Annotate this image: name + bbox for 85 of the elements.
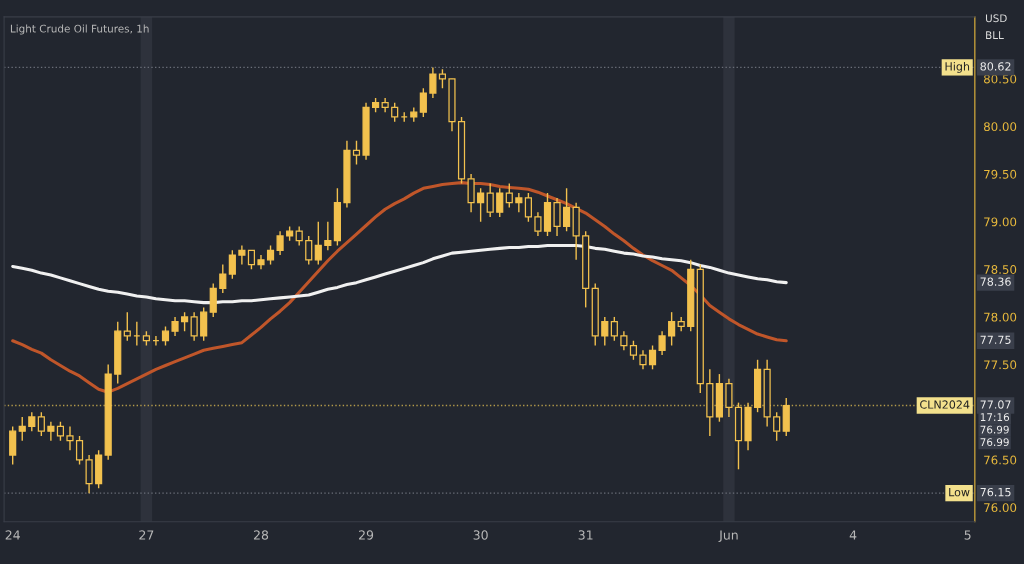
x-tick-label: 27: [139, 530, 154, 540]
candlestick: [247, 249, 256, 271]
candlestick: [238, 244, 246, 266]
candlestick: [429, 66, 437, 99]
candlestick: [190, 311, 198, 342]
candlestick: [18, 416, 26, 442]
x-tick-label: 24: [5, 530, 20, 540]
candlestick: [725, 378, 733, 418]
candlestick: [171, 316, 179, 337]
ref-line-label: Low: [949, 488, 970, 497]
x-tick-label: Jun: [718, 530, 738, 543]
ref-line-label: High: [945, 62, 970, 73]
candlestick: [601, 316, 609, 347]
y-tick-label: 76.00: [984, 503, 1017, 513]
line-series: [11, 181, 788, 394]
text: 76.99: [980, 438, 1009, 447]
candlestick: [200, 306, 208, 342]
annotation: 77.75: [980, 335, 1011, 344]
candlestick: [496, 187, 504, 218]
text: BLL: [986, 31, 1004, 39]
x-tick-label: 28: [253, 530, 269, 540]
candlestick: [419, 87, 427, 118]
candlestick: [773, 411, 781, 442]
candlestick: [295, 225, 303, 247]
y-tick-label: 79.00: [984, 217, 1017, 227]
y-tick-label: 76.50: [984, 455, 1017, 465]
candlestick: [66, 425, 74, 451]
candlestick: [228, 249, 236, 280]
y-tick-label: 79.50: [984, 169, 1017, 179]
candlestick: [668, 311, 676, 347]
line-series: [11, 243, 788, 305]
candlestick: [37, 411, 45, 437]
candlestick: [610, 316, 618, 342]
candlestick: [266, 244, 275, 266]
annotation: 76.15: [980, 487, 1011, 497]
candlestick: [553, 197, 561, 237]
candlestick: [505, 182, 513, 209]
y-tick-label: 78.00: [984, 312, 1017, 322]
y-tick-label: 80.50: [983, 74, 1017, 84]
candlestick: [314, 220, 322, 266]
annotation: 80.62: [980, 62, 1011, 71]
candlestick: [629, 340, 638, 361]
candlestick: [305, 235, 313, 266]
x-tick-label: 29: [359, 530, 374, 540]
candlestick: [563, 187, 571, 232]
candlestick: [515, 192, 523, 213]
y-tick-label: 80.00: [983, 122, 1017, 132]
candlestick: [352, 140, 361, 166]
candlestick: [219, 263, 227, 294]
candlestick: [534, 211, 542, 237]
candlestick: [324, 220, 332, 251]
text: 76.99: [980, 425, 1009, 434]
candlestick: [123, 311, 131, 342]
candlestick: [161, 325, 170, 347]
candlestick: [477, 187, 485, 223]
x-tick-label: 31: [578, 530, 593, 540]
candlestick: [438, 68, 447, 90]
candlestick: [658, 330, 666, 356]
x-tick-label: 30: [473, 530, 488, 540]
candlestick: [391, 101, 399, 123]
candlestick: [467, 173, 475, 213]
text: Light Crude Oil Futures, 1h: [10, 24, 149, 35]
candlestick: [181, 311, 189, 332]
candlestick: [47, 421, 55, 442]
candlestick: [524, 192, 532, 223]
candlestick: [209, 282, 217, 318]
candlestick: [648, 344, 657, 371]
candlestick: [9, 425, 17, 466]
candlestick: [85, 454, 93, 494]
candlestick: [486, 182, 494, 218]
ref-line-label: CLN2024: [920, 400, 970, 409]
x-tick-label: 4: [849, 530, 857, 540]
y-tick-label: 77.50: [984, 360, 1017, 370]
text: USD: [985, 14, 1007, 23]
candlestick: [639, 349, 647, 371]
annotation: 78.36: [980, 277, 1011, 286]
text: 17:16: [980, 413, 1010, 422]
candlestick: [620, 330, 628, 351]
annotation: 77.07: [980, 400, 1011, 409]
candlestick: [28, 411, 36, 432]
candlestick: [276, 230, 284, 256]
candlestick: [56, 421, 65, 442]
candlestick: [75, 435, 84, 466]
x-tick-label: 5: [964, 530, 971, 540]
y-tick-label: 78.50: [984, 265, 1017, 274]
